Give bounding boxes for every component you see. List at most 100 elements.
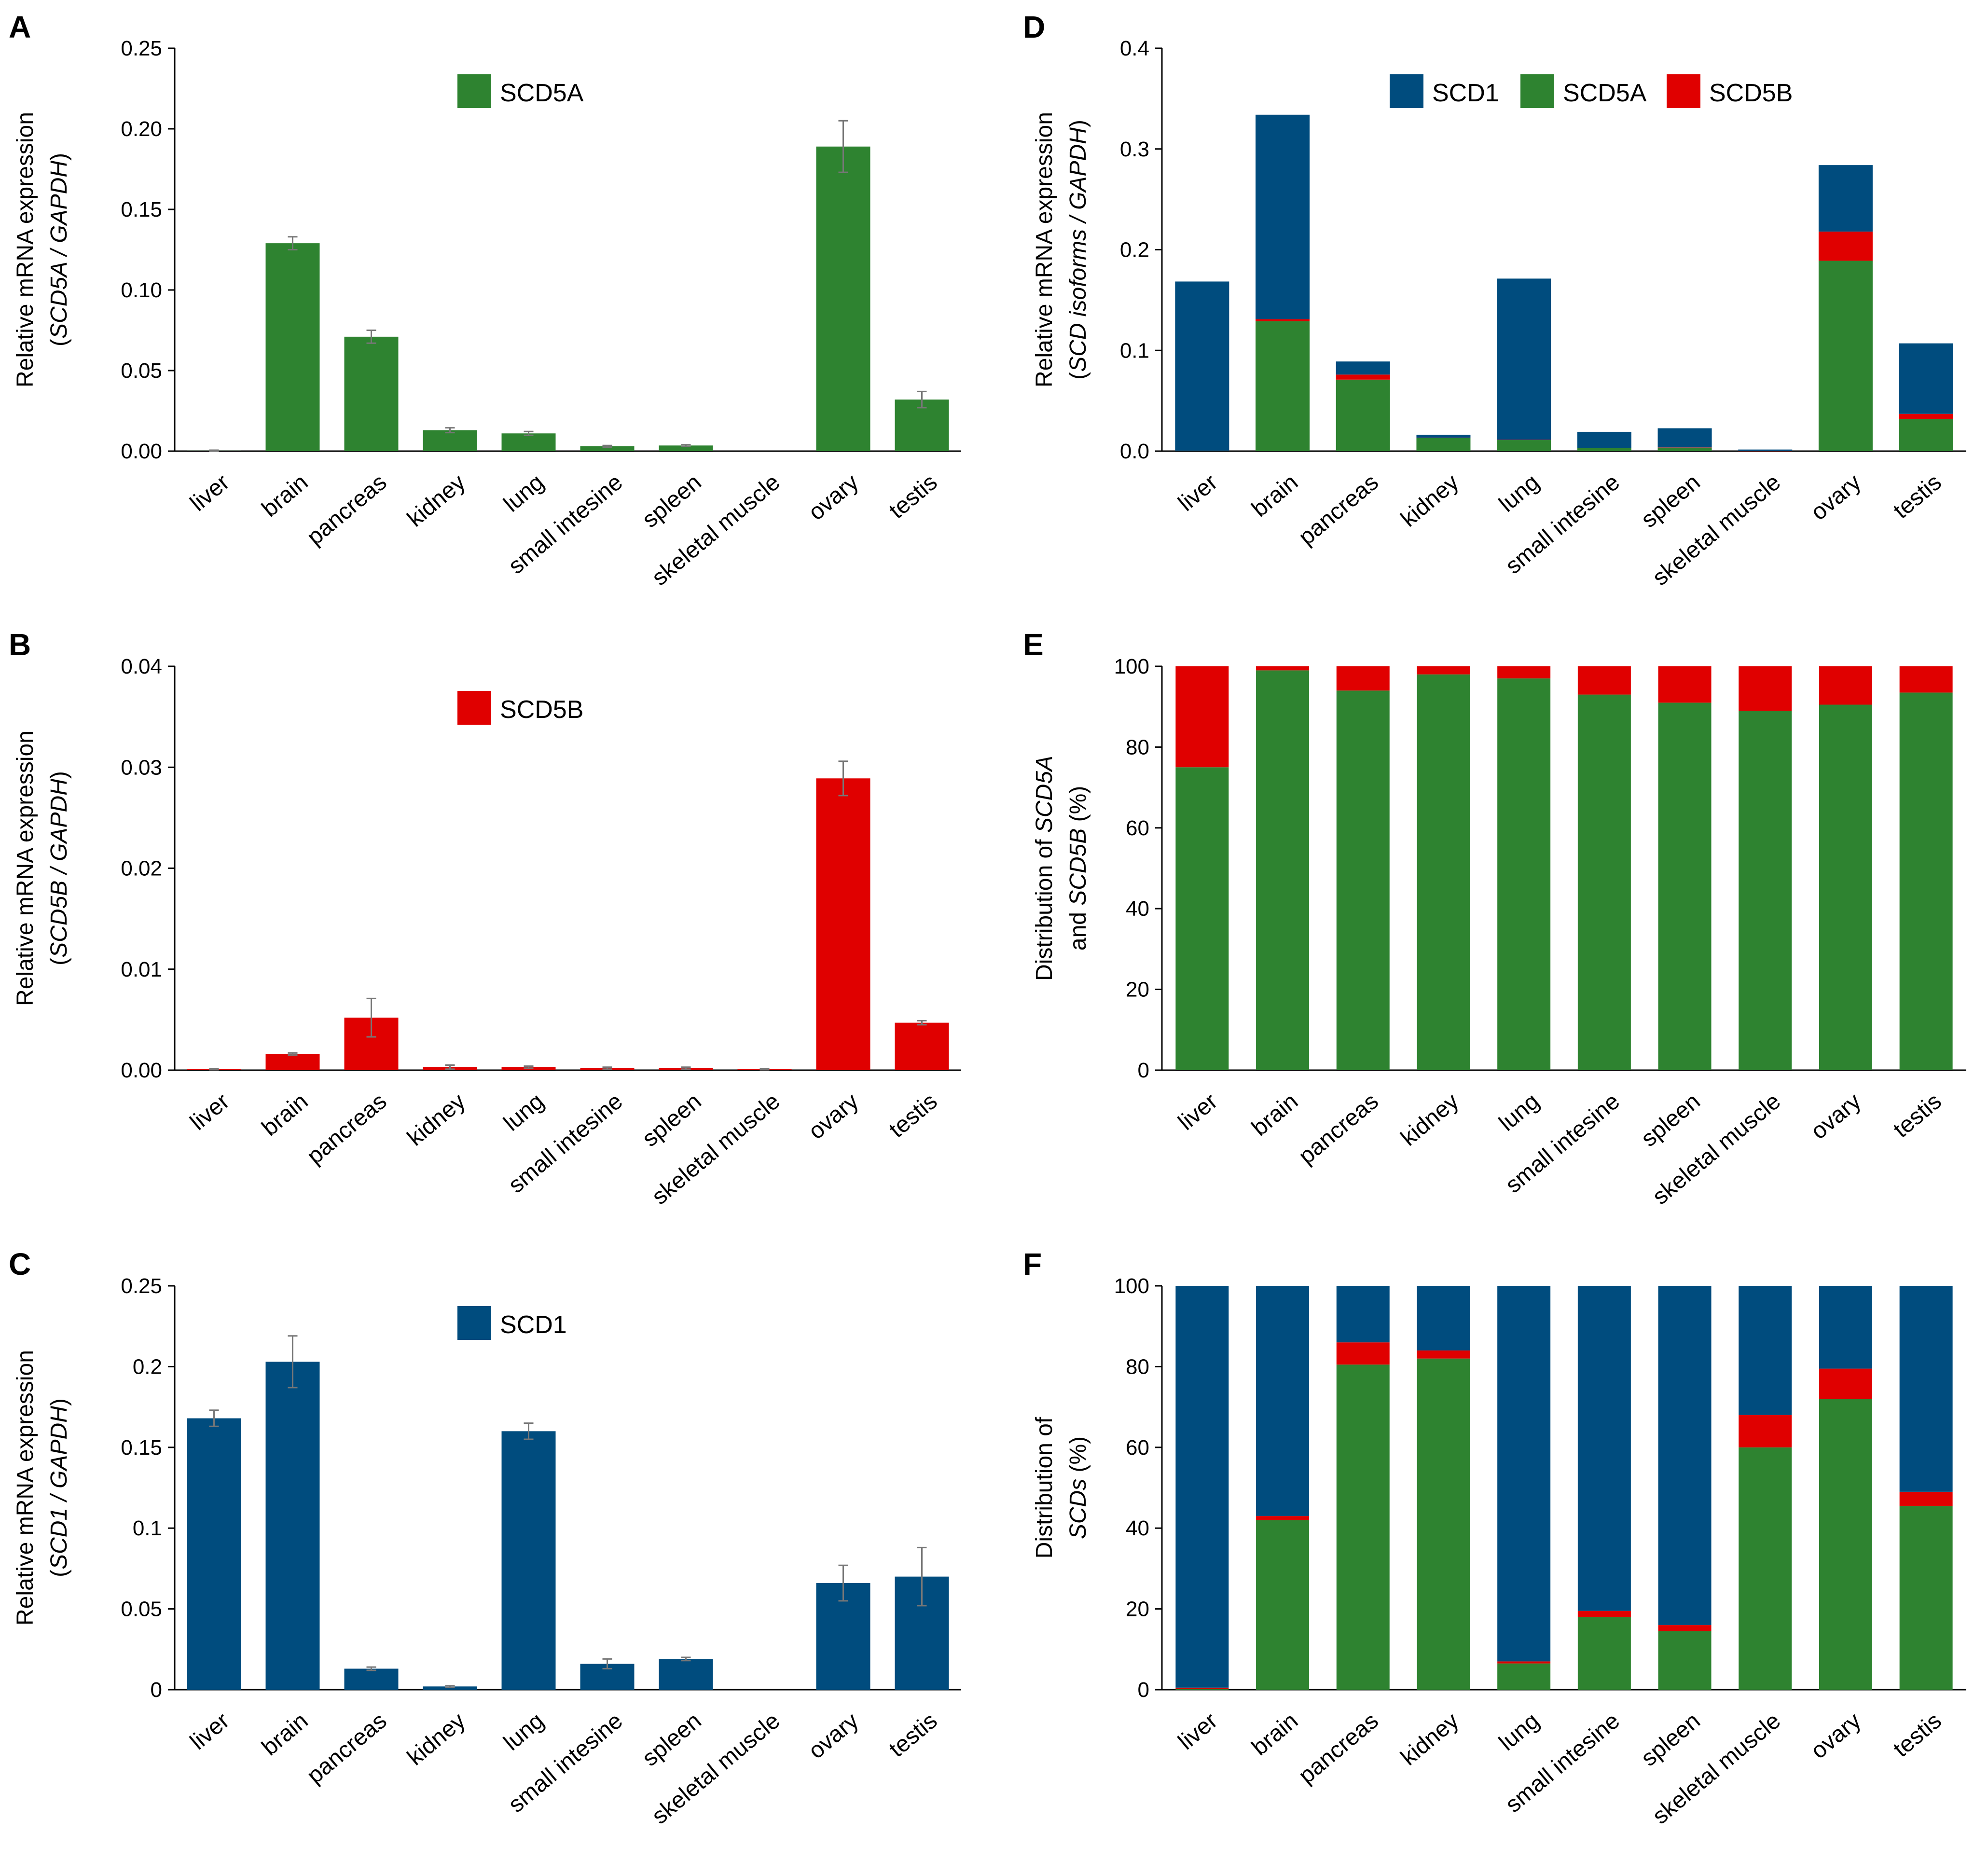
bar-segment-SCD5A-kidney bbox=[1417, 674, 1470, 1070]
bar-segment-SCD5B-testis bbox=[1899, 413, 1953, 419]
bar-segment-SCD1-testis bbox=[1899, 343, 1953, 414]
y-axis-label-2: SCDs (%) bbox=[1065, 1436, 1091, 1539]
y-axis-label-2-part: ( bbox=[46, 339, 72, 346]
y-axis-label-2-part: and bbox=[1065, 906, 1091, 951]
category-label: kidney bbox=[1396, 469, 1463, 532]
panel-F: F 0 20 40 60 80 100 Distribution of SCDs (%) live… bbox=[1023, 1247, 1966, 1829]
bar-segment-SCD1-small-intesine bbox=[1577, 431, 1631, 448]
y-tick-label: 0.0 bbox=[1120, 440, 1149, 463]
bar-segment-SCD5B-lung bbox=[1497, 1661, 1551, 1664]
y-tick-label: 0.1 bbox=[1120, 339, 1149, 362]
panel-B: B 0.00 0.01 0.02 0.03 0.04 Relative mRNA expre… bbox=[9, 627, 961, 1210]
bar-segment-SCD1-brain bbox=[1256, 114, 1310, 319]
bar-segment-SCD1-small-intesine bbox=[1577, 1286, 1631, 1611]
category-label: ovary bbox=[804, 469, 864, 525]
category-label: brain bbox=[257, 1708, 313, 1761]
bar-segment-SCD1-kidney bbox=[1416, 434, 1471, 438]
y-tick-label: 0.00 bbox=[121, 440, 162, 463]
category-label: pancreas bbox=[1294, 1088, 1383, 1170]
panel-E: E 0 20 40 60 80 100 Distribution of SCD5A and SC… bbox=[1023, 627, 1966, 1210]
bar-segment-SCD5B-small-intesine bbox=[1577, 666, 1631, 695]
y-axis-label-2-part: SCD5B bbox=[1065, 828, 1091, 906]
category-label: pancreas bbox=[302, 1088, 391, 1170]
y-axis-label-2-part: SCD5B / GAPDH bbox=[46, 779, 72, 958]
y-axis-label: Relative mRNA expression bbox=[1032, 112, 1057, 387]
bar-segment-SCD5B-liver bbox=[1175, 666, 1229, 768]
bar-segment-SCD5B-kidney bbox=[1417, 666, 1470, 675]
bar-ovary bbox=[816, 778, 870, 1070]
bar-liver bbox=[187, 1418, 241, 1690]
bar-segment-SCD5B-liver bbox=[1175, 1687, 1229, 1689]
bar-spleen bbox=[659, 1659, 713, 1690]
bar-segment-SCD5B-testis bbox=[1899, 1491, 1953, 1506]
bar-segment-SCD5A-small-intesine bbox=[1577, 1617, 1631, 1690]
y-tick-label: 0.4 bbox=[1120, 37, 1149, 60]
y-tick-label: 0.02 bbox=[121, 857, 162, 881]
bar-segment-SCD1-skeletal-muscle bbox=[1738, 449, 1793, 451]
y-axis-label-2: (SCD5B / GAPDH) bbox=[46, 771, 72, 965]
y-axis-label-2: and SCD5B (%) bbox=[1065, 786, 1091, 951]
legend-swatch bbox=[1520, 74, 1554, 108]
bar-segment-SCD5A-liver bbox=[1175, 767, 1229, 1070]
bar-segment-SCD5A-ovary bbox=[1818, 261, 1873, 451]
bar-segment-SCD5A-lung bbox=[1497, 440, 1551, 451]
legend-label: SCD5B bbox=[500, 696, 583, 724]
category-label: testis bbox=[884, 1088, 942, 1143]
y-tick-label: 0.05 bbox=[121, 1598, 162, 1621]
bar-segment-SCD5A-brain bbox=[1256, 321, 1310, 451]
category-label: liver bbox=[1173, 1708, 1222, 1755]
y-tick-label: 0.25 bbox=[121, 37, 162, 60]
category-label: liver bbox=[185, 1708, 234, 1755]
y-tick-label: 0.1 bbox=[133, 1516, 162, 1540]
bar-brain bbox=[265, 1054, 320, 1070]
category-label: spleen bbox=[637, 469, 706, 533]
bar-kidney bbox=[423, 1686, 477, 1690]
y-tick-label: 100 bbox=[1114, 655, 1149, 678]
y-tick-label: 0.3 bbox=[1120, 138, 1149, 161]
bar-segment-SCD5B-testis bbox=[1899, 666, 1953, 693]
category-label: ovary bbox=[1806, 1708, 1866, 1764]
y-tick-label: 20 bbox=[1126, 978, 1149, 1002]
category-label: spleen bbox=[637, 1088, 706, 1152]
legend-label: SCD1 bbox=[1432, 79, 1499, 107]
y-axis-label-2-part: ) bbox=[1065, 120, 1091, 127]
panel-letter: E bbox=[1023, 627, 1044, 662]
category-label: pancreas bbox=[1294, 1708, 1383, 1789]
category-label: liver bbox=[185, 469, 234, 516]
category-label: liver bbox=[185, 1088, 234, 1135]
y-axis-label-2-part: ( bbox=[1065, 372, 1091, 380]
bar-segment-SCD5B-ovary bbox=[1818, 231, 1873, 261]
category-label: kidney bbox=[402, 469, 470, 532]
category-label: liver bbox=[1173, 1088, 1222, 1135]
y-tick-label: 60 bbox=[1126, 816, 1149, 840]
bar-segment-SCD1-pancreas bbox=[1336, 1286, 1390, 1343]
category-label: ovary bbox=[1806, 1088, 1866, 1144]
category-label: lung bbox=[499, 469, 549, 517]
legend-swatch bbox=[457, 691, 491, 725]
bar-testis bbox=[895, 1022, 949, 1070]
y-tick-label: 0.15 bbox=[121, 1436, 162, 1460]
y-tick-label: 80 bbox=[1126, 1355, 1149, 1378]
y-axis-label-2-part: (%) bbox=[1065, 1436, 1091, 1479]
bar-segment-SCD5B-ovary bbox=[1819, 1368, 1872, 1399]
category-label: testis bbox=[884, 1708, 942, 1763]
y-axis-label-2-part: ) bbox=[46, 771, 72, 779]
bar-segment-SCD1-ovary bbox=[1819, 1286, 1872, 1369]
bar-segment-SCD5A-kidney bbox=[1416, 438, 1471, 451]
y-tick-label: 0.2 bbox=[1120, 238, 1149, 262]
category-label: testis bbox=[1889, 469, 1947, 524]
bar-segment-SCD5A-brain bbox=[1256, 1520, 1310, 1690]
panel-letter: F bbox=[1023, 1247, 1042, 1281]
y-tick-label: 0.20 bbox=[121, 117, 162, 141]
bar-segment-SCD1-brain bbox=[1256, 1286, 1310, 1516]
bar-segment-SCD5B-pancreas bbox=[1336, 374, 1390, 380]
bar-segment-SCD5A-pancreas bbox=[1336, 1364, 1390, 1690]
legend-swatch bbox=[457, 74, 491, 108]
bar-segment-SCD1-kidney bbox=[1417, 1286, 1470, 1350]
y-tick-label: 0.00 bbox=[121, 1059, 162, 1082]
bar-segment-SCD5A-brain bbox=[1256, 670, 1310, 1070]
category-label: testis bbox=[884, 469, 942, 524]
panel-letter: C bbox=[9, 1247, 31, 1281]
panel-A: A 0.00 0.05 0.10 0.15 0.20 0.25 Relative mRNA e… bbox=[9, 10, 961, 591]
